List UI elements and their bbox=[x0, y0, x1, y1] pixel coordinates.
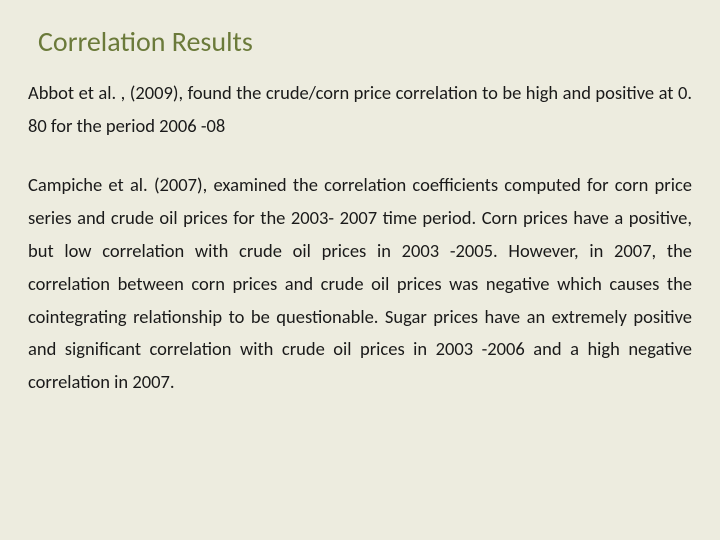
slide-title: Correlation Results bbox=[38, 24, 692, 59]
paragraph-2: Campiche et al. (2007), examined the cor… bbox=[28, 169, 692, 399]
paragraph-1: Abbot et al. , (2009), found the crude/c… bbox=[28, 77, 692, 143]
